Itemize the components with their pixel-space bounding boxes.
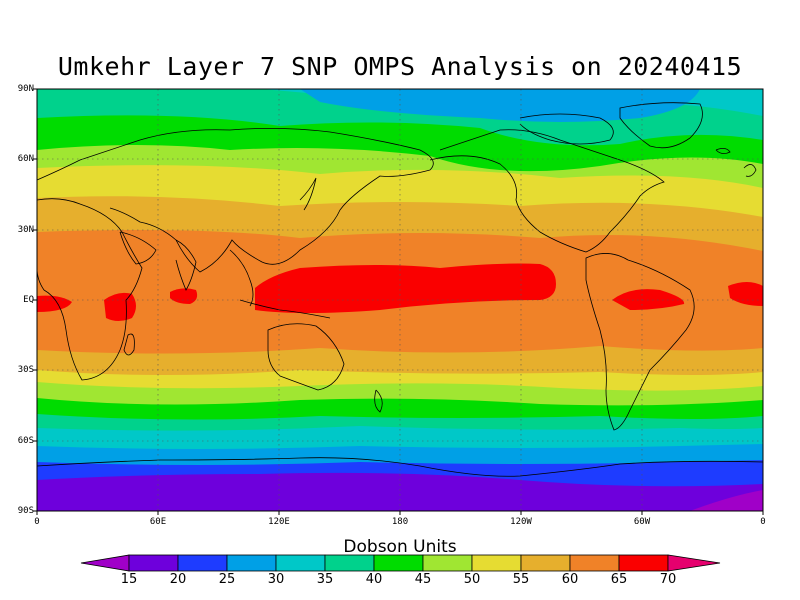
map-title: Umkehr Layer 7 SNP OMPS Analysis on 2024… <box>57 52 743 81</box>
max-africa-east <box>104 292 136 321</box>
band-25-30-north <box>300 89 700 122</box>
colorbar-arrow-left <box>80 554 130 572</box>
colorbar-segment <box>226 554 277 572</box>
coast-africa <box>36 198 143 381</box>
colorbar-segment <box>471 554 522 572</box>
coast-antarctica <box>36 457 764 477</box>
coast-newzealand <box>374 389 383 413</box>
coast-europe-asia <box>36 128 434 273</box>
coast-arabia <box>119 231 157 265</box>
colorbar <box>80 554 721 572</box>
colorbar-tick: 30 <box>267 572 285 587</box>
coast-uk <box>743 164 757 177</box>
colorbar-segment <box>275 554 326 572</box>
coast-se-asia <box>229 249 254 307</box>
colorbar-tick: 40 <box>365 572 383 587</box>
band-10-15-south <box>690 490 763 511</box>
max-pacific <box>255 263 556 313</box>
lat-label-60s: 60S <box>17 436 34 446</box>
coast-madagascar <box>123 333 135 356</box>
coast-india <box>175 239 197 291</box>
colorbar-tick: 35 <box>316 572 334 587</box>
colorbar-tick: 70 <box>659 572 677 587</box>
lon-label-0-east: 0 <box>760 517 766 527</box>
coast-canada-islands <box>519 113 614 145</box>
colorbar-segment <box>520 554 571 572</box>
colorbar-segment <box>569 554 620 572</box>
colorbar-segment <box>373 554 424 572</box>
max-indian-ocean <box>170 288 198 304</box>
colorbar-tick: 60 <box>561 572 579 587</box>
coast-iceland <box>715 148 731 154</box>
coast-greenland <box>619 102 703 149</box>
lat-label-90s: 90S <box>17 506 34 516</box>
coast-japan <box>299 177 317 211</box>
colorbar-segment <box>128 554 179 572</box>
lon-label-120e: 120E <box>268 517 290 527</box>
lat-label-30s: 30S <box>17 365 34 375</box>
colorbar-segment <box>324 554 375 572</box>
lat-label-30n: 30N <box>17 225 34 235</box>
colorbar-title: Dobson Units <box>343 537 457 557</box>
colorbar-segment <box>422 554 473 572</box>
coast-indonesia <box>239 299 331 319</box>
lon-label-180: 180 <box>391 517 409 527</box>
lon-label-60e: 60E <box>149 517 167 527</box>
colorbar-tick: 15 <box>120 572 138 587</box>
graticule <box>37 89 763 511</box>
coastlines <box>36 102 764 477</box>
lon-label-60w: 60W <box>633 517 651 527</box>
max-atlantic-east <box>728 282 763 306</box>
lat-label-90n: 90N <box>17 84 34 94</box>
colorbar-tick: 25 <box>218 572 236 587</box>
colorbar-tick: 55 <box>512 572 530 587</box>
max-amazon <box>612 289 685 310</box>
colorbar-tick: 50 <box>463 572 481 587</box>
colorbar-tick: 45 <box>414 572 432 587</box>
colorbar-segment <box>618 554 669 572</box>
coast-south-america <box>585 253 695 431</box>
lon-label-0: 0 <box>34 517 40 527</box>
lon-label-120w: 120W <box>510 517 532 527</box>
axis-ticks <box>33 88 764 515</box>
colorbar-segment <box>177 554 228 572</box>
band-15-20-south <box>37 472 763 511</box>
colorbar-arrow-right <box>667 554 721 572</box>
lat-label-eq: EQ <box>23 295 34 305</box>
colorbar-tick: 65 <box>610 572 628 587</box>
lat-label-60n: 60N <box>17 154 34 164</box>
colorbar-tick: 20 <box>169 572 187 587</box>
coast-north-america <box>429 129 665 253</box>
coast-australia <box>267 323 345 391</box>
